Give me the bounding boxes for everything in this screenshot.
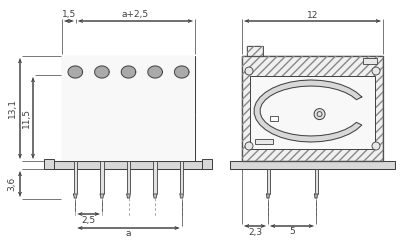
- Bar: [202, 159, 212, 169]
- Text: 11,5: 11,5: [22, 108, 30, 128]
- Polygon shape: [180, 194, 184, 198]
- Polygon shape: [254, 80, 362, 142]
- Circle shape: [245, 67, 253, 75]
- Text: 13,1: 13,1: [8, 98, 16, 119]
- Polygon shape: [153, 194, 157, 198]
- Bar: [180, 161, 184, 194]
- Bar: [44, 159, 54, 169]
- Polygon shape: [121, 66, 136, 78]
- Polygon shape: [95, 66, 109, 78]
- Bar: [247, 46, 263, 56]
- Text: 2,5: 2,5: [82, 215, 96, 225]
- Text: 3,6: 3,6: [8, 177, 16, 191]
- Bar: [62, 56, 195, 161]
- Text: 12: 12: [307, 11, 318, 19]
- Bar: [266, 169, 270, 194]
- Bar: [100, 161, 104, 194]
- Bar: [153, 161, 157, 194]
- Bar: [242, 56, 383, 161]
- Circle shape: [314, 108, 325, 120]
- Bar: [314, 169, 318, 194]
- Text: 2,3: 2,3: [248, 228, 262, 236]
- Bar: [230, 161, 395, 169]
- Bar: [242, 56, 383, 161]
- Polygon shape: [174, 66, 189, 78]
- Polygon shape: [148, 66, 162, 78]
- Text: a: a: [126, 230, 131, 239]
- Polygon shape: [266, 194, 270, 198]
- Bar: [44, 161, 212, 169]
- Polygon shape: [127, 194, 130, 198]
- Bar: [74, 161, 77, 194]
- Bar: [255, 139, 273, 144]
- Circle shape: [372, 67, 380, 75]
- Bar: [247, 46, 263, 56]
- Polygon shape: [100, 194, 104, 198]
- Text: a+2,5: a+2,5: [122, 11, 149, 19]
- Text: 5: 5: [289, 228, 295, 236]
- Bar: [250, 76, 375, 149]
- Bar: [127, 161, 130, 194]
- Polygon shape: [314, 194, 318, 198]
- Text: 1,5: 1,5: [62, 11, 76, 19]
- Circle shape: [245, 142, 253, 150]
- Circle shape: [372, 142, 380, 150]
- Polygon shape: [74, 194, 77, 198]
- Bar: [363, 58, 377, 64]
- Bar: [270, 116, 278, 121]
- Polygon shape: [68, 66, 82, 78]
